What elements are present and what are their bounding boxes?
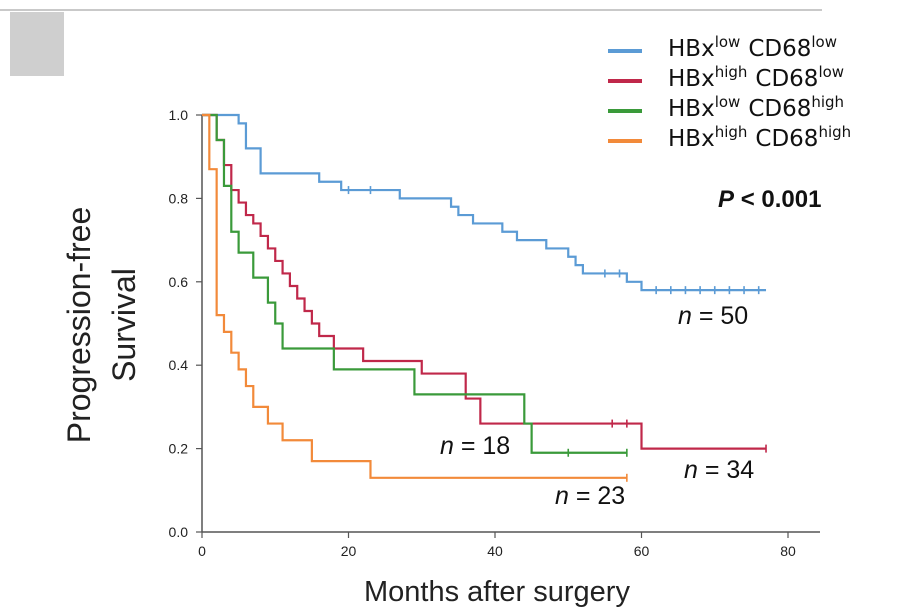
n-label-series-2: n = 34 [684, 456, 755, 484]
y-tick-label: 0.8 [169, 190, 189, 206]
x-tick-label: 80 [780, 543, 796, 559]
km-curve-series-2 [202, 113, 767, 450]
legend-swatch-series-2 [608, 79, 642, 83]
x-tick-label: 20 [341, 543, 357, 559]
y-tick-label: 1.0 [169, 107, 189, 123]
legend-label-series-2: HBxhigh CD68low [668, 63, 845, 93]
x-axis-title: Months after surgery [364, 576, 630, 608]
legend-item-series-4: HBxhigh CD68high [608, 124, 908, 154]
n-label-series-4: n = 23 [555, 482, 626, 510]
legend: HBxlow CD68low HBxhigh CD68low HBxlow CD68h… [608, 34, 908, 154]
legend-label-series-4: HBxhigh CD68high [668, 123, 852, 153]
legend-item-series-2: HBxhigh CD68low [608, 64, 908, 94]
legend-label-series-1: HBxlow CD68low [668, 33, 837, 63]
y-tick-label: 0.4 [169, 357, 189, 373]
y-axis-title-line1: Progression-free [61, 207, 97, 444]
km-curve-series-3 [202, 113, 627, 454]
legend-label-series-3: HBxlow CD68high [668, 93, 845, 123]
km-curve-series-1 [202, 113, 767, 292]
legend-item-series-3: HBxlow CD68high [608, 94, 908, 124]
panel-marker [10, 12, 64, 76]
x-tick-label: 60 [634, 543, 650, 559]
x-tick-label: 40 [487, 543, 503, 559]
legend-item-series-1: HBxlow CD68low [608, 34, 908, 64]
y-tick-label: 0.6 [169, 274, 189, 290]
x-tick-label: 0 [198, 543, 206, 559]
legend-swatch-series-4 [608, 139, 642, 143]
p-value-label: P < 0.001 [718, 186, 822, 213]
y-tick-label: 0.2 [169, 441, 189, 457]
n-label-series-1: n = 50 [678, 302, 749, 330]
y-tick-label: 0.0 [169, 524, 189, 540]
y-axis-title-line2: Survival [106, 268, 142, 382]
km-curve-series-4 [202, 113, 627, 479]
n-label-series-3: n = 18 [440, 432, 511, 460]
legend-swatch-series-1 [608, 49, 642, 53]
legend-swatch-series-3 [608, 109, 642, 113]
top-divider [0, 9, 822, 11]
